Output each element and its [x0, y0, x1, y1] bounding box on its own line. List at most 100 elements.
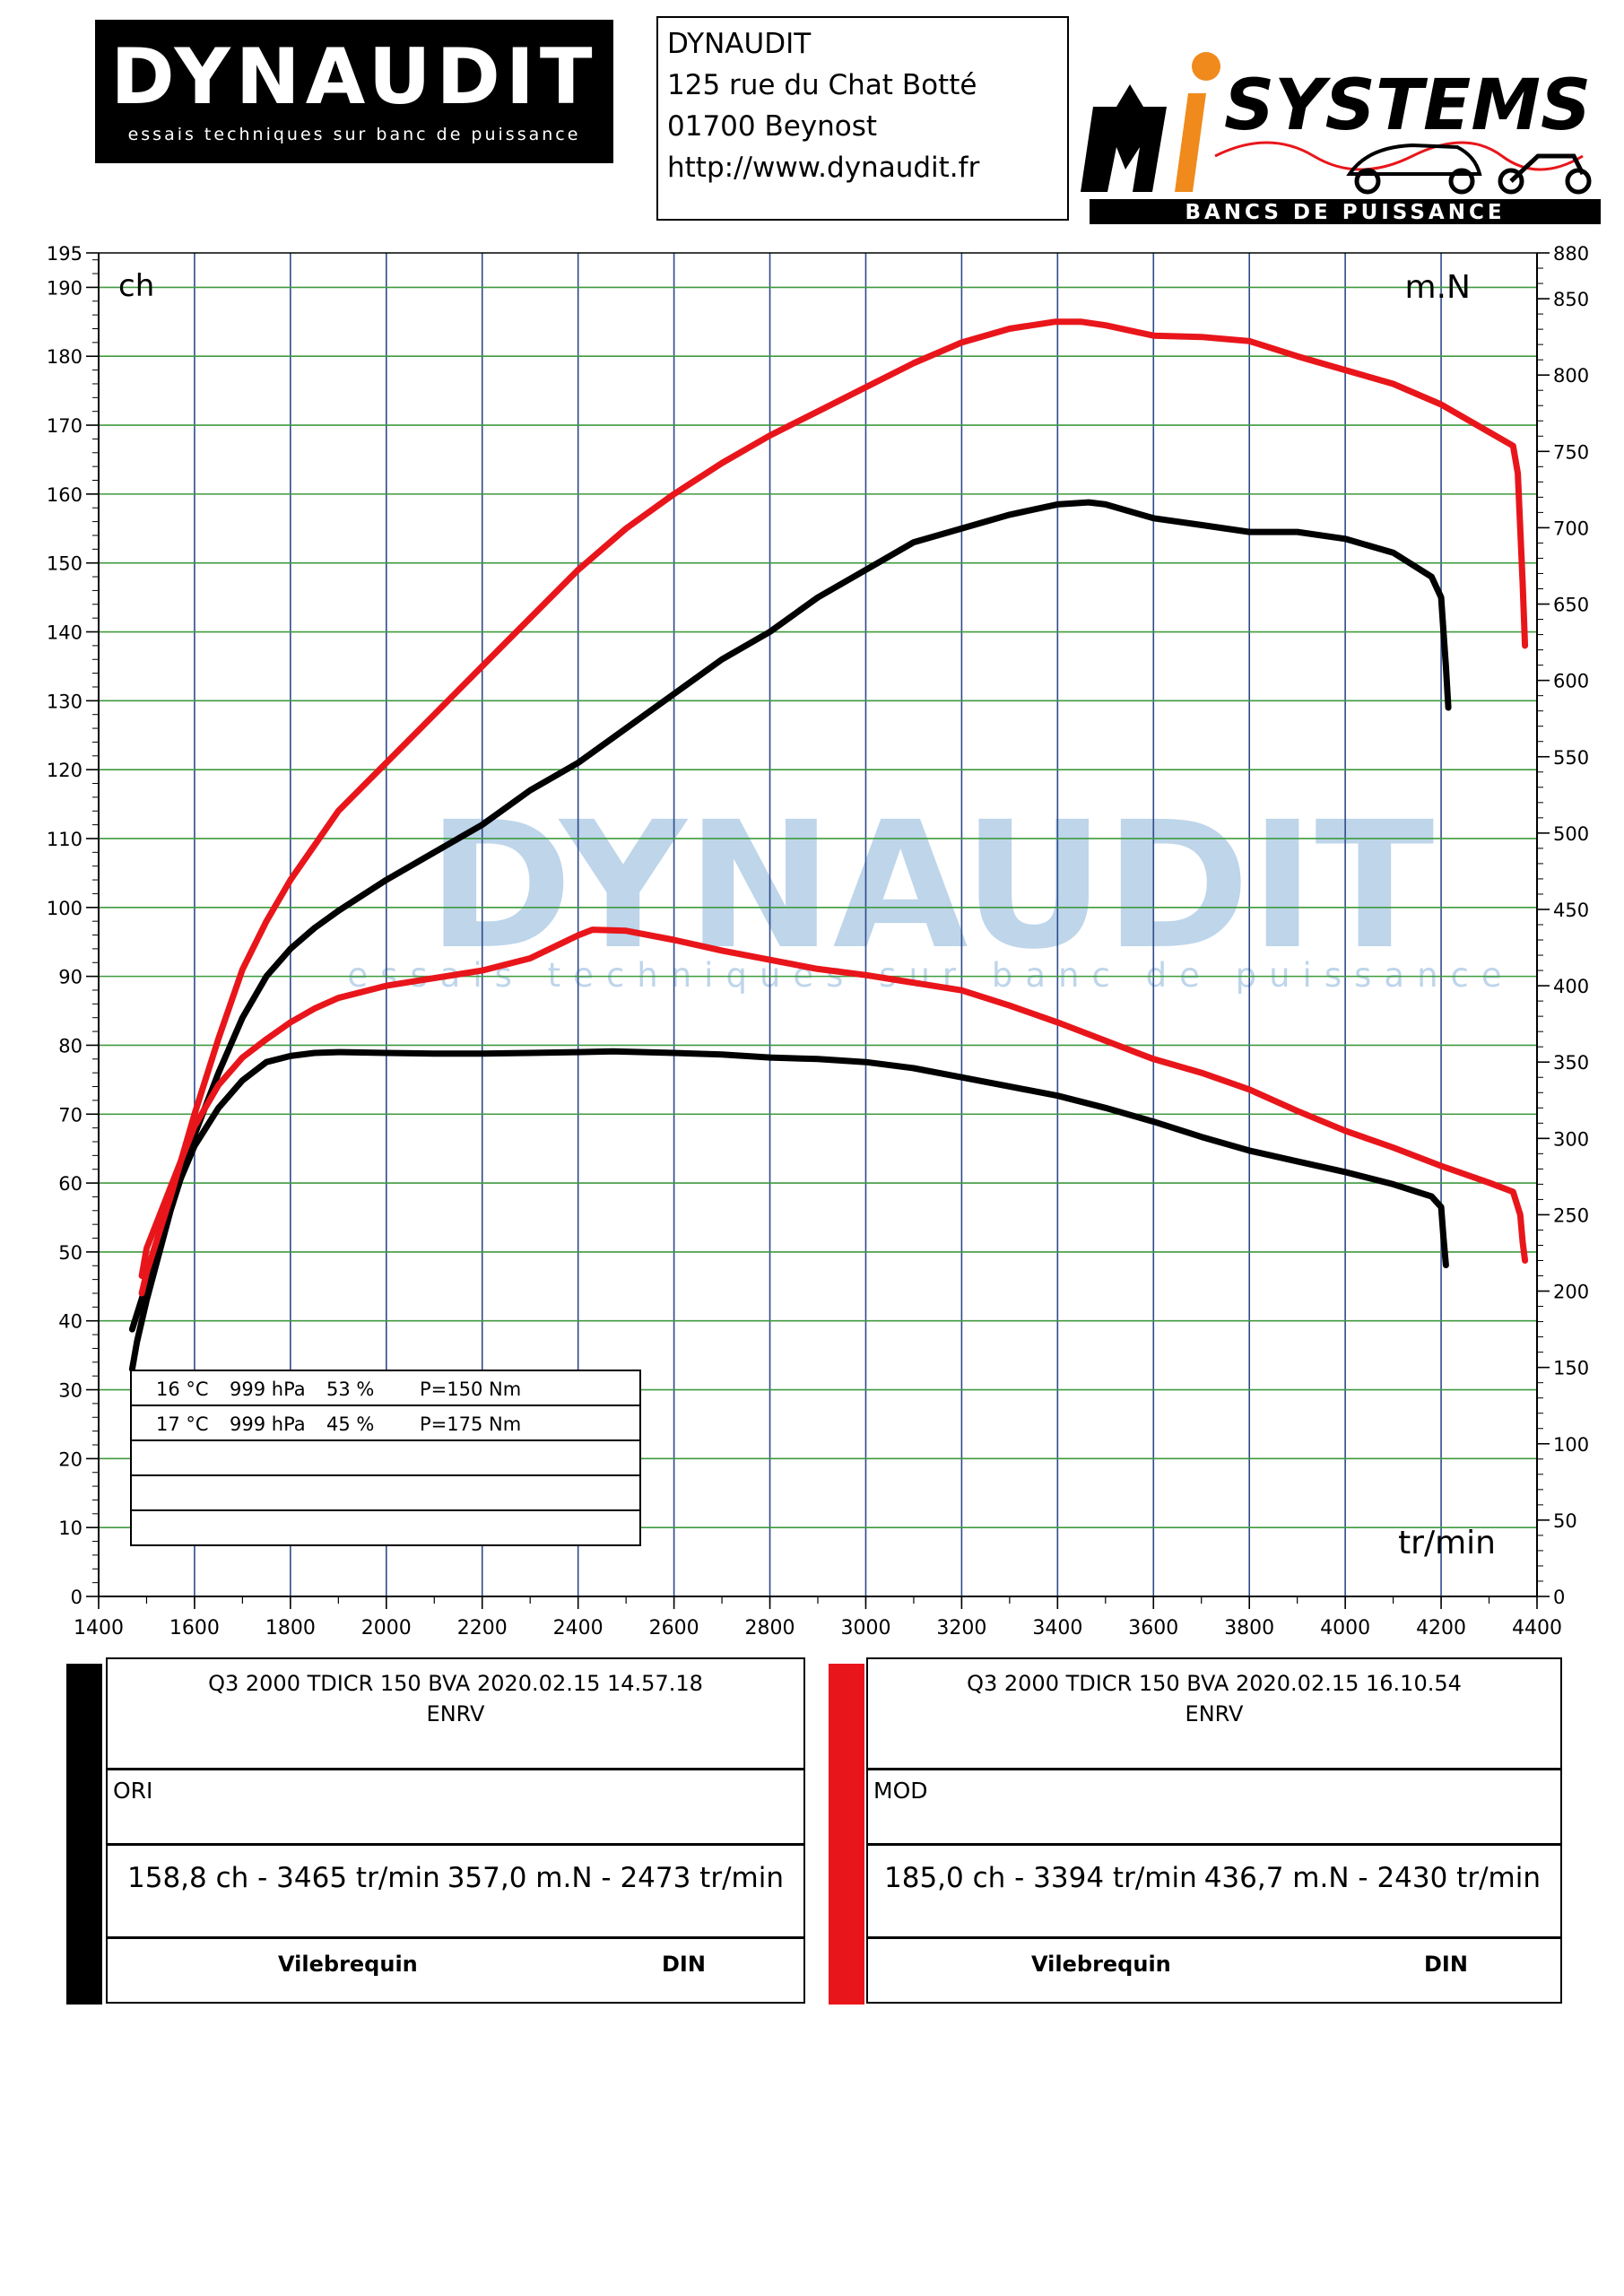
ori-test-title: Q3 2000 TDICR 150 BVA 2020.02.15 14.57.1… — [108, 1668, 803, 1699]
conditions-cell: 45 % — [326, 1413, 374, 1435]
left-tick-label: 0 — [71, 1587, 83, 1608]
right-tick-label: 100 — [1553, 1434, 1589, 1456]
left-tick-label: 10 — [58, 1518, 83, 1539]
conditions-cell: 999 hPa — [230, 1378, 306, 1400]
ori-footer-row: Vilebrequin DIN — [108, 1939, 803, 2005]
address-line-street: 125 rue du Chat Botté — [667, 65, 1067, 106]
ori-label: ORI — [113, 1778, 152, 1804]
right-tick-label: 750 — [1553, 441, 1589, 463]
ori-result-panel: Q3 2000 TDICR 150 BVA 2020.02.15 14.57.1… — [106, 1657, 805, 2004]
address-line-url: http://www.dynaudit.fr — [667, 147, 1067, 188]
right-tick-label: 0 — [1553, 1587, 1565, 1608]
x-tick-label: 3800 — [1224, 1617, 1274, 1639]
right-tick-label: 450 — [1553, 900, 1589, 921]
right-tick-label: 300 — [1553, 1128, 1589, 1150]
left-tick-label: 150 — [47, 553, 83, 575]
x-tick-label: 3600 — [1128, 1617, 1178, 1639]
x-tick-label: 1600 — [169, 1617, 220, 1639]
mod-label: MOD — [873, 1778, 928, 1804]
left-tick-label: 140 — [47, 622, 83, 644]
right-tick-label: 650 — [1553, 595, 1589, 616]
x-tick-label: 3400 — [1032, 1617, 1082, 1639]
mod-power-result: 185,0 ch - 3394 tr/min — [884, 1862, 1197, 1894]
address-line-city: 01700 Beynost — [667, 106, 1067, 147]
right-tick-label: 880 — [1553, 243, 1589, 265]
conditions-cell: P=175 Nm — [420, 1413, 521, 1435]
left-tick-label: 130 — [47, 691, 83, 712]
ori-torque-result: 357,0 m.N - 2473 tr/min — [447, 1862, 784, 1894]
conditions-table: 16 °C 999 hPa 53 % P=150 Nm 17 °C 999 hPa 45 %… — [131, 1370, 640, 1545]
mod-label-row: MOD — [868, 1770, 1560, 1846]
conditions-cell: 17 °C — [156, 1413, 209, 1435]
left-tick-label: 180 — [47, 346, 83, 368]
left-tick-label: 170 — [47, 415, 83, 437]
ori-test-mode: ENRV — [108, 1699, 803, 1729]
left-tick-label: 20 — [58, 1448, 83, 1470]
right-tick-label: 400 — [1553, 976, 1589, 997]
right-tick-label: 850 — [1553, 289, 1589, 310]
address-line-name: DYNAUDIT — [667, 23, 1067, 65]
dyno-chart: DYNAUDIT essais techniques sur banc de p… — [0, 242, 1624, 1659]
mod-footer-row: Vilebrequin DIN — [868, 1939, 1560, 2005]
logo-tagline: essais techniques sur banc de puissance — [128, 125, 581, 144]
left-tick-label: 100 — [47, 898, 83, 919]
left-tick-label: 80 — [58, 1035, 83, 1057]
ori-color-swatch — [66, 1664, 102, 2005]
right-tick-label: 600 — [1553, 671, 1589, 692]
x-tick-label: 2000 — [361, 1617, 412, 1639]
mod-test-mode: ENRV — [868, 1699, 1560, 1729]
left-tick-label: 190 — [47, 277, 83, 299]
logo-text: DYNAUDIT — [110, 39, 597, 116]
x-tick-label: 4400 — [1512, 1617, 1562, 1639]
mod-result-panel: Q3 2000 TDICR 150 BVA 2020.02.15 16.10.5… — [866, 1657, 1562, 2004]
ori-panel-header: Q3 2000 TDICR 150 BVA 2020.02.15 14.57.1… — [108, 1659, 803, 1770]
mi-systems-logo: SYSTEMS BANCS DE PUISSANCE — [1081, 22, 1604, 226]
x-tick-label: 4200 — [1416, 1617, 1466, 1639]
ori-footer-right: DIN — [662, 1952, 706, 1977]
x-axis-unit: tr/min — [1398, 1525, 1496, 1561]
ori-footer-left: Vilebrequin — [278, 1952, 418, 1977]
x-tick-label: 4000 — [1320, 1617, 1370, 1639]
right-tick-label: 550 — [1553, 747, 1589, 769]
mod-footer-left: Vilebrequin — [1031, 1952, 1171, 1977]
x-tick-label: 2200 — [457, 1617, 508, 1639]
ori-label-row: ORI — [108, 1770, 803, 1846]
left-tick-label: 160 — [47, 484, 83, 506]
x-tick-label: 2800 — [745, 1617, 795, 1639]
right-tick-label: 250 — [1553, 1205, 1589, 1226]
left-tick-label: 120 — [47, 760, 83, 781]
x-tick-label: 2600 — [649, 1617, 699, 1639]
x-tick-label: 3200 — [936, 1617, 986, 1639]
conditions-cell: 999 hPa — [230, 1413, 306, 1435]
mod-footer-right: DIN — [1424, 1952, 1468, 1977]
left-tick-label: 30 — [58, 1380, 83, 1402]
mod-torque-result: 436,7 m.N - 2430 tr/min — [1204, 1862, 1541, 1894]
x-tick-label: 2400 — [553, 1617, 604, 1639]
right-tick-label: 800 — [1553, 365, 1589, 387]
ori-results-row: 158,8 ch - 3465 tr/min 357,0 m.N - 2473 … — [108, 1846, 803, 1939]
right-tick-label: 350 — [1553, 1052, 1589, 1074]
left-tick-label: 110 — [47, 829, 83, 850]
left-tick-label: 90 — [58, 967, 83, 988]
address-box: DYNAUDIT 125 rue du Chat Botté 01700 Bey… — [656, 16, 1069, 221]
right-tick-label: 50 — [1553, 1510, 1577, 1532]
mod-panel-header: Q3 2000 TDICR 150 BVA 2020.02.15 16.10.5… — [868, 1659, 1560, 1770]
left-axis-unit: ch — [118, 268, 154, 304]
right-axis-unit: m.N — [1405, 269, 1471, 306]
right-tick-label: 150 — [1553, 1358, 1589, 1379]
conditions-cell: 16 °C — [156, 1378, 209, 1400]
mod-results-row: 185,0 ch - 3394 tr/min 436,7 m.N - 2430 … — [868, 1846, 1560, 1939]
mi-logo-text: SYSTEMS — [1224, 65, 1591, 146]
x-tick-label: 3000 — [840, 1617, 890, 1639]
left-tick-label: 40 — [58, 1311, 83, 1333]
conditions-cell: 53 % — [326, 1378, 374, 1400]
conditions-cell: P=150 Nm — [420, 1378, 521, 1400]
x-tick-label: 1800 — [265, 1617, 316, 1639]
mod-color-swatch — [829, 1664, 864, 2005]
mi-logo-tagline: BANCS DE PUISSANCE — [1185, 201, 1505, 224]
left-tick-label: 195 — [47, 243, 83, 265]
right-tick-label: 500 — [1553, 823, 1589, 845]
right-tick-label: 200 — [1553, 1282, 1589, 1303]
left-tick-label: 50 — [58, 1242, 83, 1264]
ori-power-result: 158,8 ch - 3465 tr/min — [127, 1862, 440, 1894]
